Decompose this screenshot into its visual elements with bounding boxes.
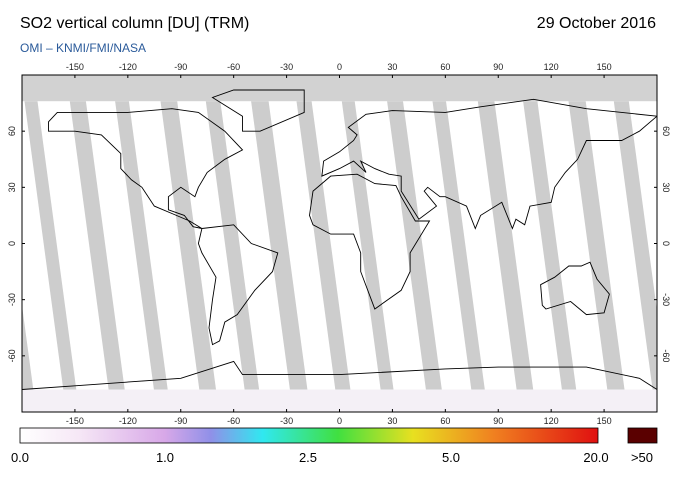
lon-tick-label-bottom: -30 xyxy=(280,416,293,426)
orbit-gap xyxy=(251,101,308,390)
orbit-gap xyxy=(296,101,351,390)
lat-tick-label-left: -60 xyxy=(7,349,17,362)
colorbar-overflow-label: >50 xyxy=(631,450,653,465)
orbit-gap xyxy=(205,101,260,390)
colorbar-label: 1.0 xyxy=(156,450,174,465)
lon-tick-label-bottom: 120 xyxy=(544,416,559,426)
orbit-gap xyxy=(341,101,394,390)
lon-tick-label-top: -150 xyxy=(66,62,84,72)
source: OMI – KNMI/FMI/NASA xyxy=(20,41,146,55)
orbit-gap xyxy=(568,101,625,390)
lat-tick-label-left: 60 xyxy=(7,126,17,136)
lon-tick-label-top: -60 xyxy=(227,62,240,72)
lat-tick-label-left: -30 xyxy=(7,293,17,306)
coastline-australia xyxy=(540,261,610,316)
orbit-gap xyxy=(115,101,168,390)
orbit-gap xyxy=(160,101,216,390)
colorbar-label: 20.0 xyxy=(583,450,608,465)
lon-tick-label-top: 0 xyxy=(337,62,342,72)
colorbar-overflow xyxy=(627,427,658,444)
coastline-eurasia xyxy=(321,98,657,230)
lat-tick-label-right: 60 xyxy=(661,126,671,136)
lon-tick-label-top: 120 xyxy=(544,62,559,72)
date: 29 October 2016 xyxy=(537,15,656,32)
lon-tick-label-top: 60 xyxy=(440,62,450,72)
lon-tick-label-bottom: 90 xyxy=(493,416,503,426)
lon-tick-label-top: -120 xyxy=(119,62,137,72)
lon-tick-label-bottom: -90 xyxy=(174,416,187,426)
orbit-gap xyxy=(613,101,657,390)
orbit-gap xyxy=(22,305,34,390)
coastline-south-america xyxy=(197,224,279,346)
orbit-gap xyxy=(69,101,125,390)
lon-tick-label-bottom: -60 xyxy=(227,416,240,426)
lon-tick-label-bottom: 150 xyxy=(597,416,612,426)
lat-tick-label-right: -60 xyxy=(661,349,671,362)
colorbar-label: 2.5 xyxy=(299,450,317,465)
lat-tick-label-right: 0 xyxy=(661,241,671,246)
orbit-gap xyxy=(477,101,534,390)
polar-gap xyxy=(22,75,657,102)
coastline-greenland xyxy=(211,89,305,132)
coastline-africa xyxy=(309,173,431,310)
lon-tick-label-bottom: -120 xyxy=(119,416,137,426)
lon-tick-label-top: 30 xyxy=(387,62,397,72)
lon-tick-label-bottom: 60 xyxy=(440,416,450,426)
south-gap xyxy=(22,389,657,412)
colorbar xyxy=(19,427,599,444)
orbit-gap xyxy=(523,101,577,390)
lon-tick-label-bottom: 0 xyxy=(337,416,342,426)
coastline-north-america xyxy=(48,108,244,229)
coastline-antarctica xyxy=(22,360,657,390)
orbit-gap xyxy=(432,101,485,390)
lat-tick-label-left: 30 xyxy=(7,182,17,192)
lon-tick-label-top: -90 xyxy=(174,62,187,72)
colorbar-label: 0.0 xyxy=(11,450,29,465)
lat-tick-label-right: 30 xyxy=(661,182,671,192)
colorbar-label: 5.0 xyxy=(442,450,460,465)
title: SO2 vertical column [DU] (TRM) xyxy=(20,15,249,32)
lon-tick-label-top: 90 xyxy=(493,62,503,72)
lon-tick-label-top: 150 xyxy=(597,62,612,72)
lon-tick-label-bottom: 30 xyxy=(387,416,397,426)
lon-tick-label-bottom: -150 xyxy=(66,416,84,426)
lon-tick-label-top: -30 xyxy=(280,62,293,72)
lat-tick-label-left: 0 xyxy=(7,241,17,246)
orbit-gap xyxy=(24,101,77,390)
map-area xyxy=(22,75,657,412)
lat-tick-label-right: -30 xyxy=(661,293,671,306)
